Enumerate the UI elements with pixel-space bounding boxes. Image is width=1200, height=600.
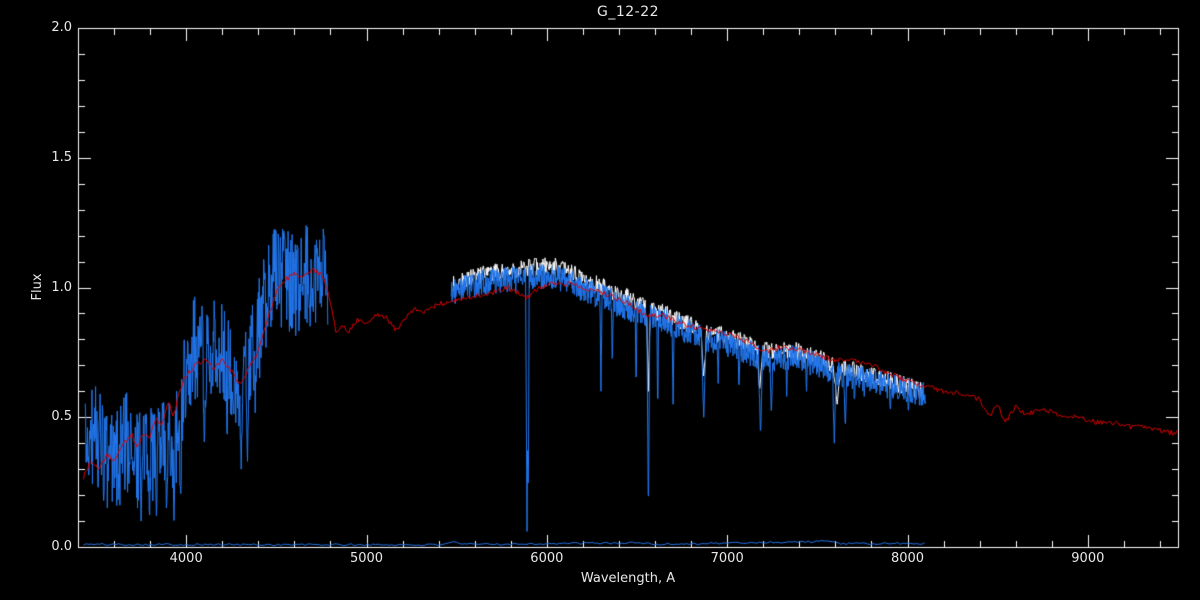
x-tick-label: 9000 xyxy=(1071,551,1105,566)
y-tick-label: 1.5 xyxy=(51,149,72,165)
y-tick-label: 1.0 xyxy=(51,279,72,295)
x-tick-label: 8000 xyxy=(890,551,925,566)
x-tick-label: 5000 xyxy=(349,551,384,566)
x-tick-label: 7000 xyxy=(710,551,744,566)
x-axis-label: Wavelength, A xyxy=(580,571,676,586)
x-tick-label: 4000 xyxy=(169,551,203,566)
y-tick-label: 0.0 xyxy=(51,539,72,554)
y-tick-label: 0.5 xyxy=(51,409,72,425)
y-tick-label: 2.0 xyxy=(51,20,72,35)
x-tick-label: 6000 xyxy=(530,551,564,566)
chart-title: G_12-22 xyxy=(596,4,660,20)
